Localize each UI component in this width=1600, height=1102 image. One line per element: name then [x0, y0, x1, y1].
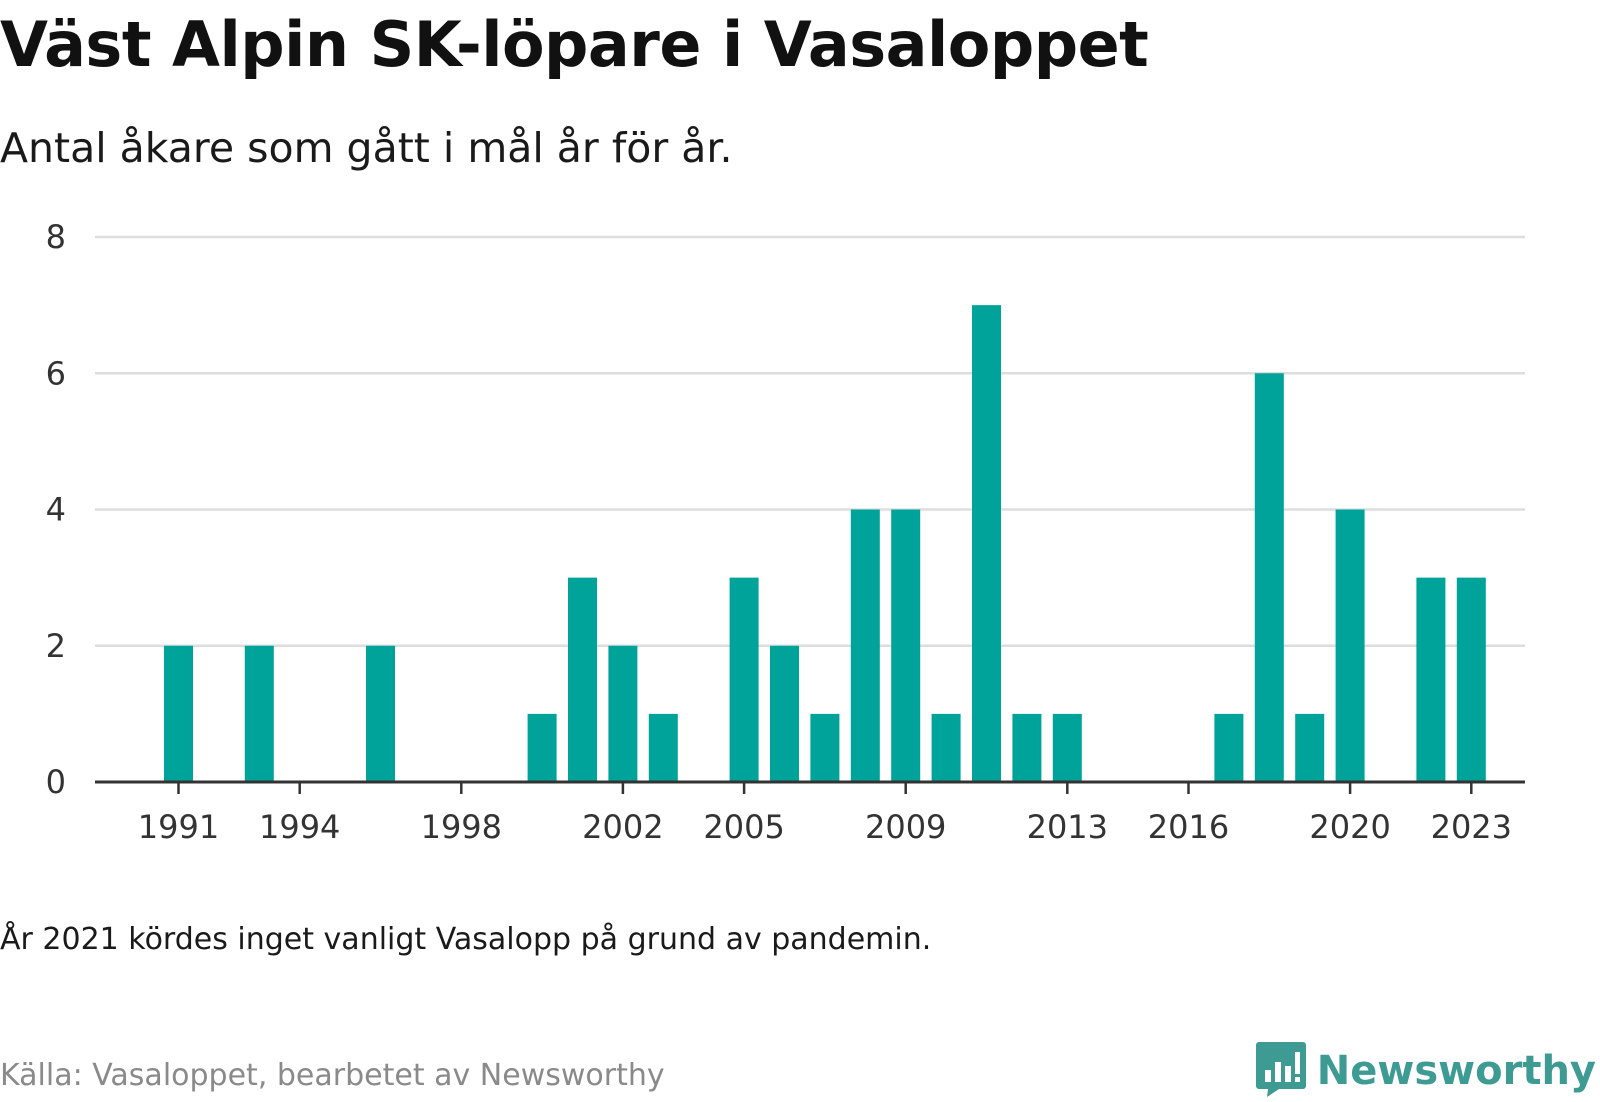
chart-title: Väst Alpin SK-löpare i Vasaloppet [0, 8, 1149, 81]
bar-chart: 0 2 4 6 8 1991 1994 1998 2002 2005 2009 2013 2016 202… [46, 218, 1525, 846]
x-tick-label: 2016 [1148, 808, 1229, 846]
bar-1991 [164, 645, 193, 782]
bar-2008 [850, 509, 880, 782]
bar-2011 [972, 305, 1001, 782]
bar-layer [164, 305, 1486, 782]
bar-2017 [1214, 713, 1244, 782]
newsworthy-logo: Newsworthy [1255, 1040, 1596, 1102]
bar-2012 [1012, 713, 1042, 782]
axis-layer: 0 2 4 6 8 1991 1994 1998 2002 2005 2009 2013 2016 202… [46, 218, 1525, 846]
y-tick-label: 6 [46, 354, 66, 392]
bar-2020 [1335, 509, 1365, 782]
bar-2007 [810, 713, 840, 782]
x-tick-label: 2013 [1027, 808, 1108, 846]
footnote: År 2021 kördes inget vanligt Vasalopp på… [0, 922, 932, 957]
y-tick-label: 4 [46, 491, 66, 529]
bar-1993 [244, 645, 274, 782]
x-tick-label: 1998 [421, 808, 502, 846]
x-tick-label: 1991 [138, 808, 219, 846]
x-tick-label: 2005 [703, 808, 784, 846]
bar-2002 [608, 645, 638, 782]
chart-subtitle: Antal åkare som gått i mål år för år. [0, 124, 733, 172]
bar-2006 [770, 645, 799, 782]
bar-2005 [729, 577, 759, 782]
bar-2010 [931, 713, 961, 782]
x-tick-label: 2002 [582, 808, 663, 846]
y-tick-label: 8 [46, 218, 66, 256]
bar-2009 [891, 509, 921, 782]
bar-2000 [527, 713, 557, 782]
source-credit: Källa: Vasaloppet, bearbetet av Newswort… [0, 1058, 665, 1093]
y-tick-label: 0 [46, 763, 66, 801]
x-tick-label: 1994 [259, 808, 340, 846]
bar-2003 [648, 713, 678, 782]
x-tick-label: 2020 [1309, 808, 1390, 846]
grid-layer [95, 235, 1525, 647]
bar-2013 [1052, 713, 1082, 782]
bar-2001 [568, 577, 597, 782]
logo-text: Newsworthy [1316, 1048, 1596, 1094]
bar-2019 [1295, 713, 1325, 782]
bar-1996 [366, 645, 395, 782]
bar-2022 [1416, 577, 1446, 782]
y-tick-label: 2 [46, 627, 66, 665]
x-tick-label: 2023 [1431, 808, 1512, 846]
bar-2023 [1456, 577, 1486, 782]
bar-chart-speech-bubble-icon [1255, 1040, 1307, 1102]
bar-2018 [1254, 373, 1284, 782]
x-tick-label: 2009 [865, 808, 946, 846]
